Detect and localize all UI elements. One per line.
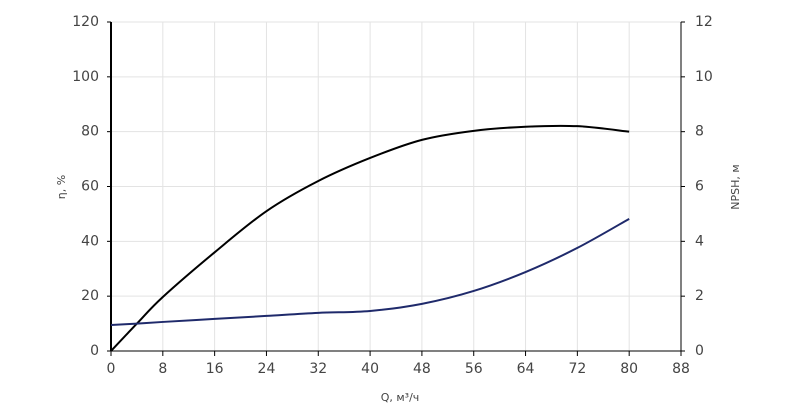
y2-tick-label: 6	[695, 179, 704, 195]
x-tick-label: 0	[107, 361, 116, 377]
x-tick-label: 24	[258, 361, 276, 377]
x-tick-label: 88	[672, 361, 690, 377]
y-tick-label: 100	[72, 69, 99, 85]
x-tick-label: 64	[517, 361, 535, 377]
x-tick-label: 56	[465, 361, 483, 377]
x-tick-label: 72	[568, 361, 586, 377]
y-tick-label: 80	[81, 124, 99, 140]
series-line	[110, 217, 630, 326]
y2-tick-label: 4	[695, 233, 704, 249]
x-tick-label: 32	[309, 361, 327, 377]
y-axis-label: η, %	[55, 175, 68, 199]
series-line	[110, 124, 630, 352]
x-axis-label: Q, м³/ч	[381, 391, 420, 404]
x-tick-label: 40	[361, 361, 379, 377]
x-tick-label: 16	[206, 361, 224, 377]
y2-tick-label: 8	[695, 124, 704, 140]
x-tick-label: 8	[158, 361, 167, 377]
y2-tick-label: 0	[695, 343, 704, 359]
y2-tick-label: 12	[695, 14, 713, 30]
y2-axis-label: NPSH, м	[729, 164, 742, 209]
y2-tick-label: 10	[695, 69, 713, 85]
y2-tick-label: 2	[695, 288, 704, 304]
y-tick-label: 120	[72, 14, 99, 30]
y-tick-label: 20	[81, 288, 99, 304]
y-tick-label: 40	[81, 233, 99, 249]
x-tick-label: 48	[413, 361, 431, 377]
x-tick-label: 80	[620, 361, 638, 377]
y-tick-label: 60	[81, 179, 99, 195]
y-tick-label: 0	[90, 343, 99, 359]
